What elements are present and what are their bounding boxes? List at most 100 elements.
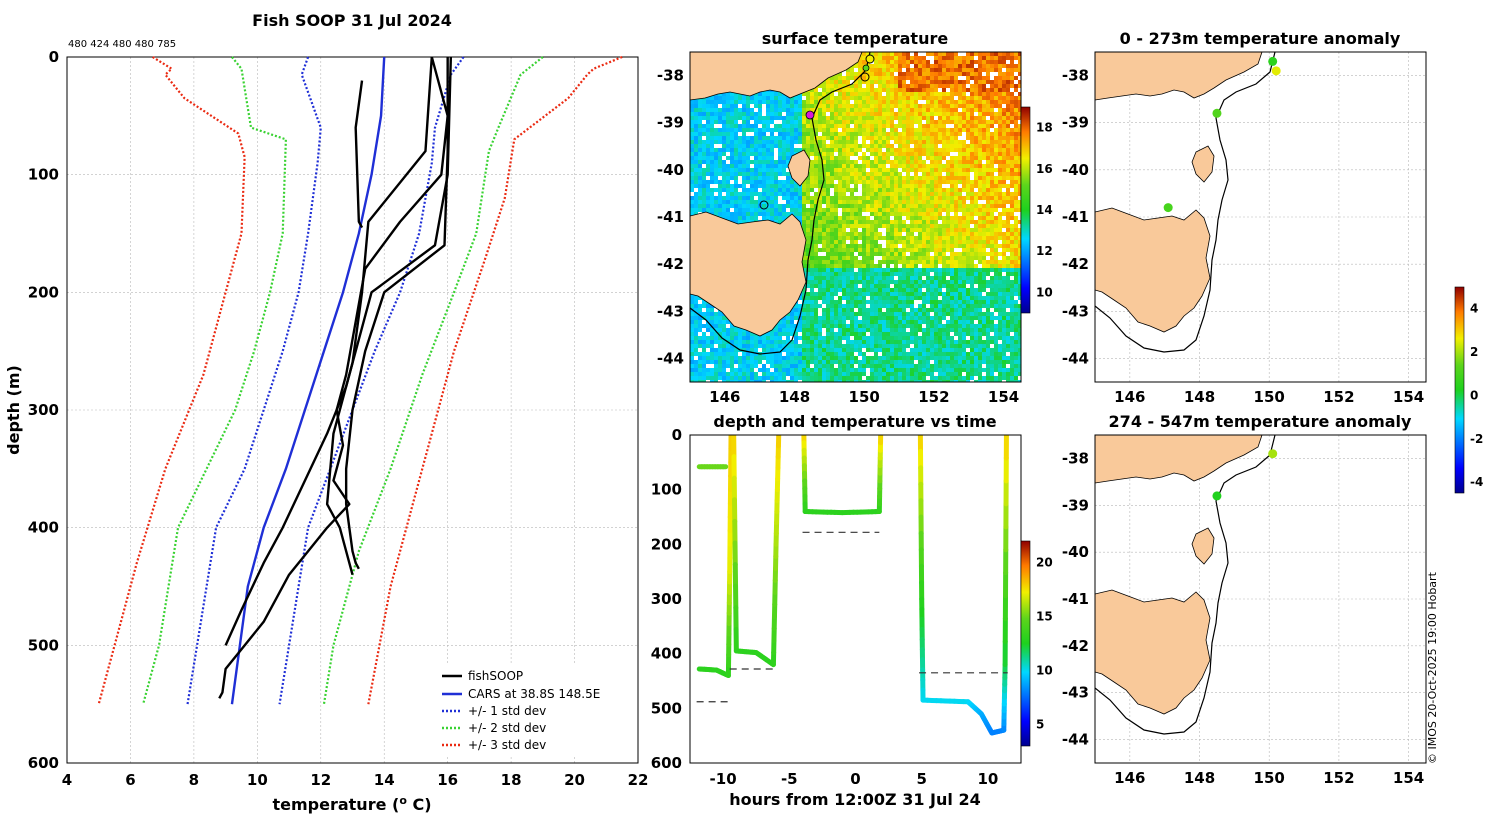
sst-cell (830, 164, 834, 168)
sst-cell (710, 160, 714, 164)
sst-cell (914, 84, 918, 88)
sst-cell (834, 96, 838, 100)
sst-cell (706, 136, 710, 140)
sst-cell (994, 260, 998, 264)
sst-cell (958, 92, 962, 96)
sst-cell (710, 104, 714, 108)
sst-cell (702, 124, 706, 128)
sst-cell (702, 304, 706, 308)
sst-cell (918, 104, 922, 108)
sst-cell (910, 56, 914, 60)
sst-cell (858, 104, 862, 108)
sst-cell (698, 164, 702, 168)
sst-cell (782, 120, 786, 124)
sst-cell (878, 260, 882, 264)
sst-cell (870, 148, 874, 152)
sst-cell (1010, 228, 1014, 232)
sst-cell (874, 124, 878, 128)
sst-cell (742, 112, 746, 116)
sst-cell (930, 296, 934, 300)
sst-cell (826, 116, 830, 120)
sst-cell (818, 220, 822, 224)
sst-cell (1006, 288, 1010, 292)
sst-cell (978, 172, 982, 176)
sst-cell (838, 236, 842, 240)
sst-cell (802, 216, 806, 220)
sst-cell (1014, 252, 1018, 256)
sst-cell (818, 112, 822, 116)
sst-cell (834, 228, 838, 232)
sst-cell (942, 180, 946, 184)
sst-cell (814, 192, 818, 196)
sst-cell (814, 264, 818, 268)
sst-cell (758, 212, 762, 216)
sst-cell (934, 300, 938, 304)
sst-cell (882, 212, 886, 216)
sst-cell (830, 204, 834, 208)
sst-cell (818, 188, 822, 192)
legend-label-std3: +/- 3 std dev (468, 738, 546, 752)
sst-cell (762, 124, 766, 128)
sst-cell (774, 184, 778, 188)
sst-cell (806, 244, 810, 248)
sst-cell (954, 100, 958, 104)
sst-cell (742, 220, 746, 224)
sst-cell (782, 140, 786, 144)
sst-cell (950, 132, 954, 136)
sst-cell (694, 196, 698, 200)
sst-cell (1014, 56, 1018, 60)
sst-cell (698, 176, 702, 180)
sst-cell (958, 104, 962, 108)
sst-cell (806, 292, 810, 296)
sst-cell (734, 196, 738, 200)
sst-cell (890, 268, 894, 272)
sst-cell (990, 204, 994, 208)
sst-cell (694, 304, 698, 308)
sst-cell (990, 208, 994, 212)
sst-cell (870, 68, 874, 72)
sst-cell (1014, 260, 1018, 264)
sst-cell (1014, 284, 1018, 288)
sst-cell (942, 292, 946, 296)
sst-cell (846, 124, 850, 128)
sst-cell (914, 192, 918, 196)
sst-cell (998, 68, 1002, 72)
sst-cell (746, 108, 750, 112)
sst-cell (882, 280, 886, 284)
sst-cell (710, 152, 714, 156)
sst-cell (918, 108, 922, 112)
sst-cell (978, 92, 982, 96)
sst-cell (830, 304, 834, 308)
sst-cell (806, 272, 810, 276)
sst-cell (834, 220, 838, 224)
sst-cell (946, 224, 950, 228)
sst-cell (970, 288, 974, 292)
sst-cell (722, 148, 726, 152)
sst-cell (722, 104, 726, 108)
sst-cell (902, 104, 906, 108)
sst-cell (978, 284, 982, 288)
sst-cell (1014, 168, 1018, 172)
sst-cell (902, 80, 906, 84)
sst-cell (906, 264, 910, 268)
sst-cell (890, 304, 894, 308)
sst-cell (990, 64, 994, 68)
sst-cell (914, 168, 918, 172)
sst-cell (806, 136, 810, 140)
sst-cell (866, 280, 870, 284)
sst-cell (878, 236, 882, 240)
sst-cell (1002, 56, 1006, 60)
sst-cell (850, 68, 854, 72)
sst-cell (834, 164, 838, 168)
sst-cell (1006, 160, 1010, 164)
sst-cell (850, 88, 854, 92)
sst-cell (878, 272, 882, 276)
sst-cell (746, 100, 750, 104)
sst-cell (774, 100, 778, 104)
sst-cell (738, 116, 742, 120)
sst-cell (742, 172, 746, 176)
sst-cell (922, 256, 926, 260)
sst-cell (842, 76, 846, 80)
sst-cell (974, 128, 978, 132)
sst-cell (998, 56, 1002, 60)
